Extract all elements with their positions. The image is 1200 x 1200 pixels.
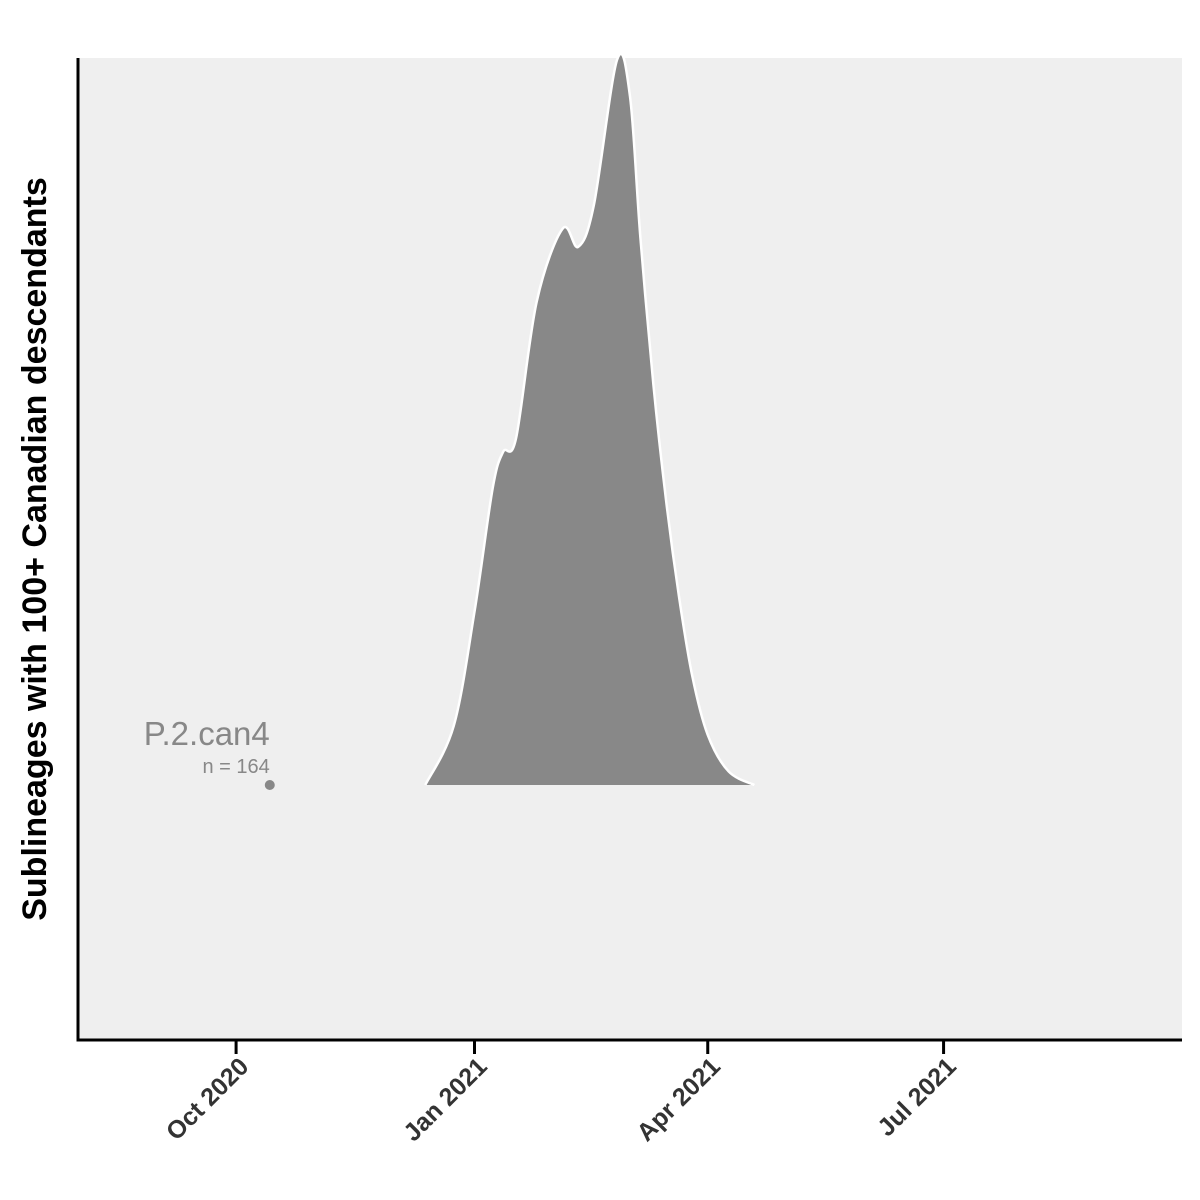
x-tick-label-2: Apr 2021 bbox=[632, 1052, 727, 1147]
series-label-0: P.2.can4 bbox=[144, 715, 270, 752]
x-tick-label-0: Oct 2020 bbox=[161, 1052, 255, 1146]
ridge-area-0 bbox=[425, 53, 755, 786]
y-axis-label: Sublineages with 100+ Canadian descendan… bbox=[16, 177, 54, 921]
x-tick-label-1: Jan 2021 bbox=[398, 1052, 493, 1147]
origin-point-0 bbox=[264, 780, 275, 790]
x-tick-label-3: Jul 2021 bbox=[872, 1052, 962, 1142]
ridge-outline-0 bbox=[424, 52, 755, 787]
series-count-0: n = 164 bbox=[202, 756, 269, 778]
x-axis-ticks: Oct 2020 Jan 2021 Apr 2021 Jul 2021 bbox=[161, 1040, 962, 1147]
ridges: P.2.can4 n = 164 bbox=[144, 52, 755, 790]
